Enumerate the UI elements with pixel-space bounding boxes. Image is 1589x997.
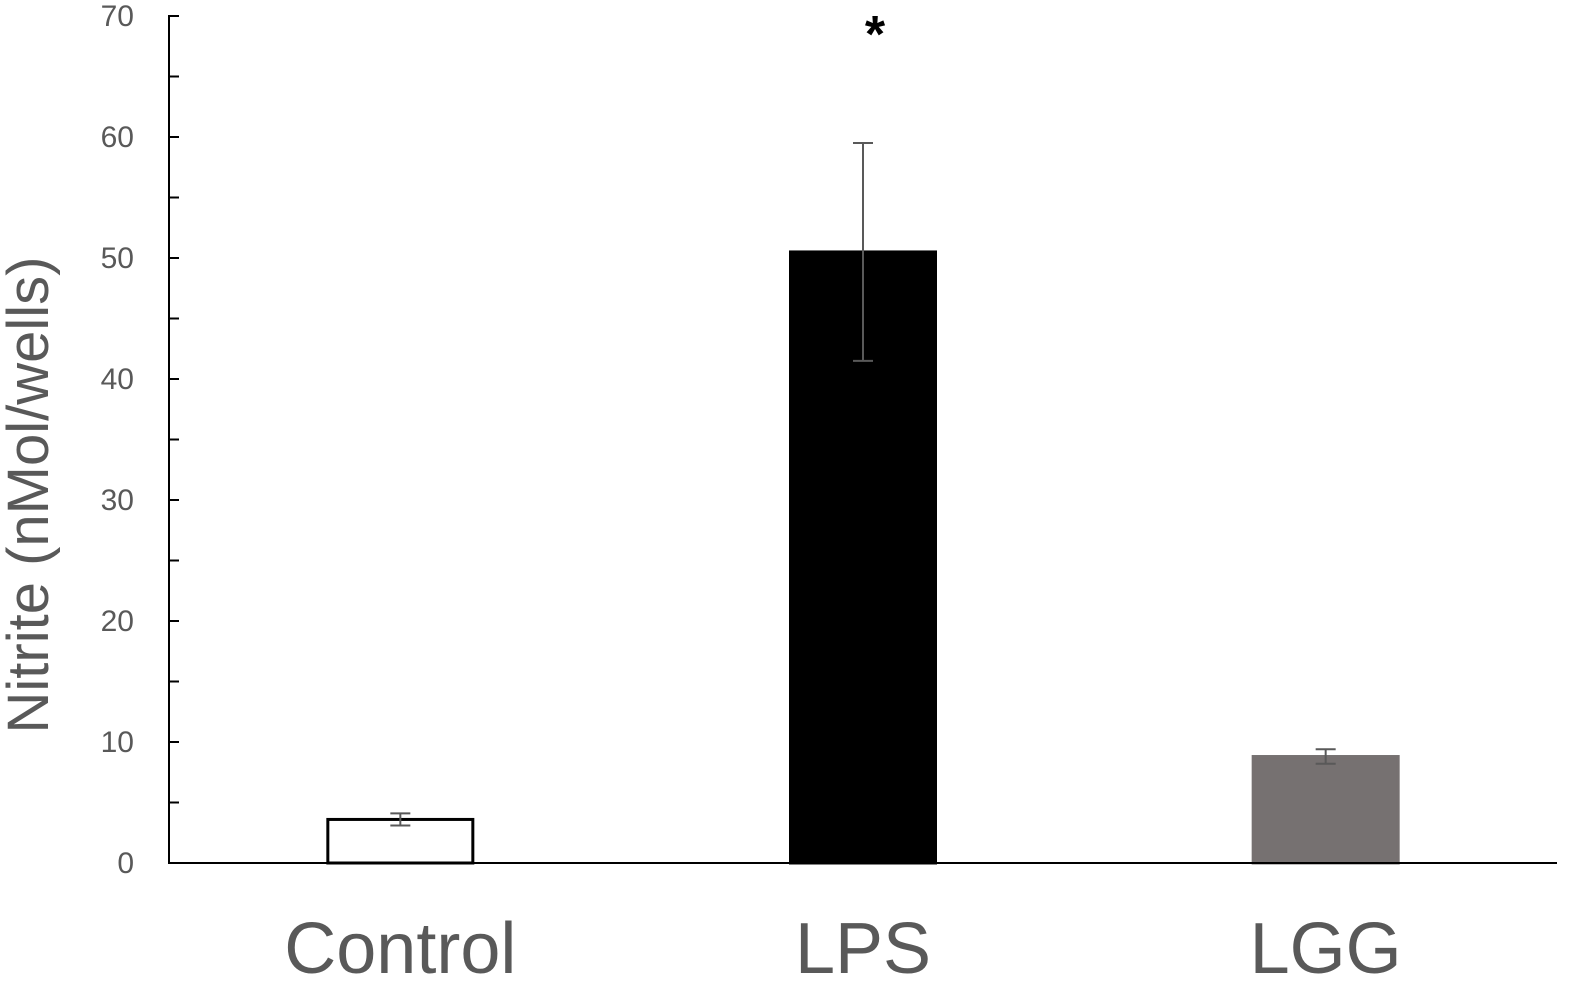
category-label-lps: LPS (795, 909, 931, 989)
y-tick-label: 70 (101, 0, 134, 33)
y-tick-label: 20 (101, 605, 134, 638)
significance-annotation: * (865, 6, 886, 64)
y-tick-label: 10 (101, 726, 134, 759)
y-tick-label: 60 (101, 121, 134, 154)
y-tick-label: 40 (101, 363, 134, 396)
category-label-lgg: LGG (1250, 909, 1402, 989)
y-tick-label: 50 (101, 242, 134, 275)
labels: 0 10 20 30 40 50 60 70 Control LPS * LGG (101, 0, 1557, 989)
error-bars (390, 142, 1336, 827)
axes (168, 15, 179, 864)
y-tick-label: 30 (101, 484, 134, 517)
y-axis-label: Nitrite (nMol/wells) (0, 257, 61, 734)
y-tick-label: 0 (117, 847, 134, 880)
bar-lgg (1251, 755, 1400, 865)
category-label-control: Control (284, 909, 516, 989)
